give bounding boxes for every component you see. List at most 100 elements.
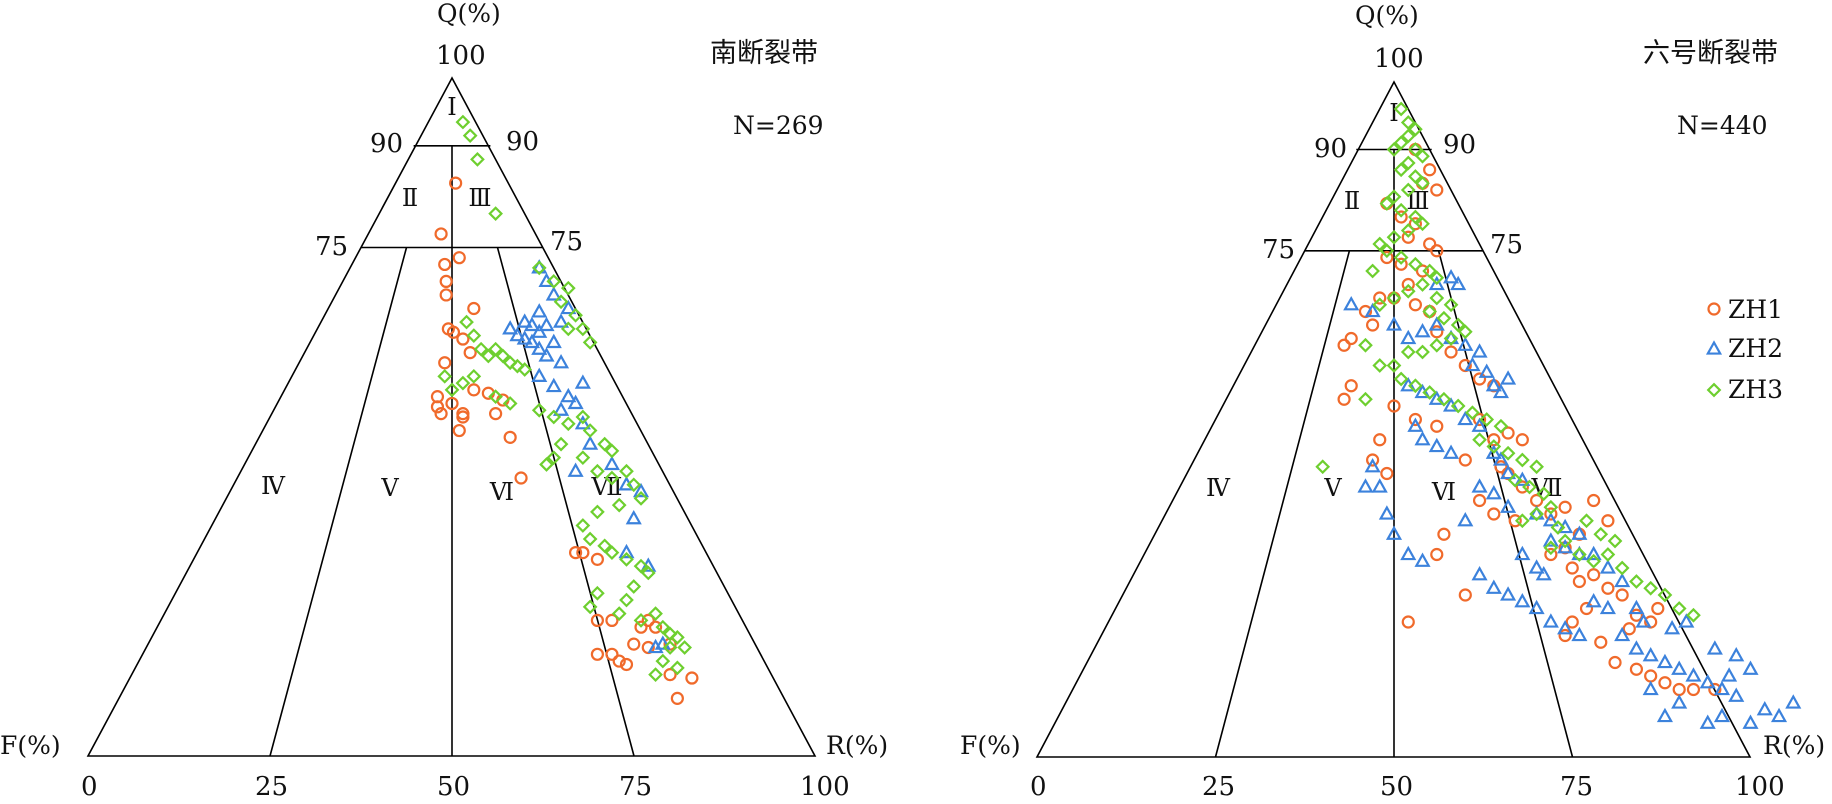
point-zh3 (1393, 162, 1409, 178)
point-zh1 (1544, 507, 1558, 521)
point-zh2 (531, 367, 548, 382)
point-zh1 (576, 545, 590, 560)
point-zh3 (510, 358, 525, 374)
zone-label-5: Ⅴ (1323, 474, 1342, 502)
point-zh3 (1536, 486, 1552, 502)
base-tick-0: 0 (81, 772, 98, 802)
point-zh1 (1337, 338, 1351, 352)
point-zh3 (1436, 310, 1452, 326)
point-zh1 (1408, 298, 1422, 312)
point-zh2 (1450, 275, 1467, 291)
point-zh2 (1664, 619, 1681, 635)
point-zh3 (582, 599, 598, 615)
point-zh1 (641, 613, 655, 628)
point-zh1 (438, 257, 452, 272)
point-zh2 (545, 377, 562, 393)
point-zh2 (1770, 707, 1788, 723)
divider-25 (1214, 250, 1351, 758)
point-zh1 (1629, 662, 1644, 676)
point-zh3 (1472, 432, 1487, 448)
zone-label-2: Ⅱ (402, 184, 418, 212)
point-zh3 (662, 626, 678, 642)
point-zh2 (1500, 498, 1517, 513)
point-zh3 (1429, 337, 1445, 353)
point-zh3 (640, 565, 656, 581)
point-zh1 (1408, 217, 1422, 231)
divider-25 (269, 247, 408, 757)
legend-marker-zh2 (1705, 340, 1723, 355)
point-zh2 (523, 316, 541, 332)
point-zh2 (553, 313, 570, 328)
point-zh1 (1472, 412, 1487, 427)
tick-right-75: 75 (1490, 230, 1523, 260)
point-zh2 (1785, 694, 1802, 709)
point-zh3 (560, 321, 576, 337)
point-zh3 (633, 613, 649, 628)
point-zh3 (1408, 142, 1423, 157)
point-zh3 (1529, 506, 1544, 522)
point-zh2 (1699, 673, 1716, 689)
point-zh1 (1458, 588, 1472, 602)
point-zh1 (1501, 426, 1515, 440)
point-zh1 (590, 647, 605, 661)
point-zh3 (1372, 358, 1388, 373)
point-zh2 (1599, 599, 1616, 615)
point-zh2 (1485, 484, 1502, 500)
point-zh2 (1442, 444, 1460, 459)
point-zh1 (449, 176, 463, 190)
point-zh1 (685, 671, 699, 685)
point-zh1 (489, 407, 503, 421)
point-zh2 (545, 286, 562, 301)
point-zh3 (1671, 601, 1687, 616)
point-zh2 (1471, 565, 1488, 581)
point-zh1 (590, 552, 605, 566)
point-zh1 (1394, 257, 1408, 271)
point-zh3 (575, 450, 591, 466)
point-zh3 (1415, 148, 1430, 164)
point-zh2 (1357, 478, 1374, 493)
point-zh1 (612, 654, 626, 668)
panel-title: 南断裂带 (710, 38, 818, 69)
point-zh3 (444, 382, 460, 398)
tick-right-90: 90 (506, 127, 539, 157)
point-zh1 (1401, 615, 1415, 629)
legend-label-zh3: ZH3 (1728, 375, 1783, 404)
point-zh2 (1457, 336, 1474, 351)
point-zh1 (452, 251, 466, 265)
point-zh3 (1507, 472, 1523, 488)
point-zh3 (546, 450, 562, 466)
point-zh3 (648, 667, 663, 682)
point-zh3 (1408, 256, 1423, 272)
point-zh3 (619, 463, 634, 479)
point-zh1 (1515, 480, 1529, 494)
point-zh3 (1479, 412, 1495, 427)
point-zh2 (1500, 586, 1517, 601)
tick-left-90: 90 (1314, 134, 1347, 164)
point-zh3 (604, 470, 620, 486)
point-zh1 (446, 325, 461, 339)
point-zh3 (1543, 540, 1559, 556)
point-zh1 (1572, 574, 1586, 589)
tick-right-90: 90 (1443, 130, 1476, 160)
point-zh1 (1423, 304, 1437, 319)
point-zh3 (1400, 283, 1416, 299)
point-zh2 (1378, 505, 1395, 520)
point-zh2 (1364, 457, 1381, 473)
ternary-panel-south-fault: Q(%) 100 90 90 75 75 F(%) R(%) 0 25 50 7… (0, 0, 888, 802)
point-zh1 (670, 691, 684, 705)
point-zh2 (560, 387, 577, 403)
point-zh2 (1628, 599, 1645, 615)
point-zh1 (1644, 669, 1658, 683)
point-zh2 (1514, 592, 1531, 608)
point-zh2 (1585, 545, 1602, 561)
point-zh3 (1393, 101, 1409, 117)
zone-label-5: Ⅴ (380, 474, 399, 502)
point-zh2 (632, 482, 650, 498)
zone-label-4: Ⅳ (1206, 474, 1231, 502)
point-zh1 (456, 410, 470, 424)
ternary-panel-fault-6: Q(%) 100 90 90 75 75 F(%) R(%) 0 25 50 7… (960, 1, 1825, 802)
point-zh3 (560, 280, 576, 296)
point-zh3 (1400, 155, 1416, 171)
point-zh1 (1430, 419, 1444, 433)
